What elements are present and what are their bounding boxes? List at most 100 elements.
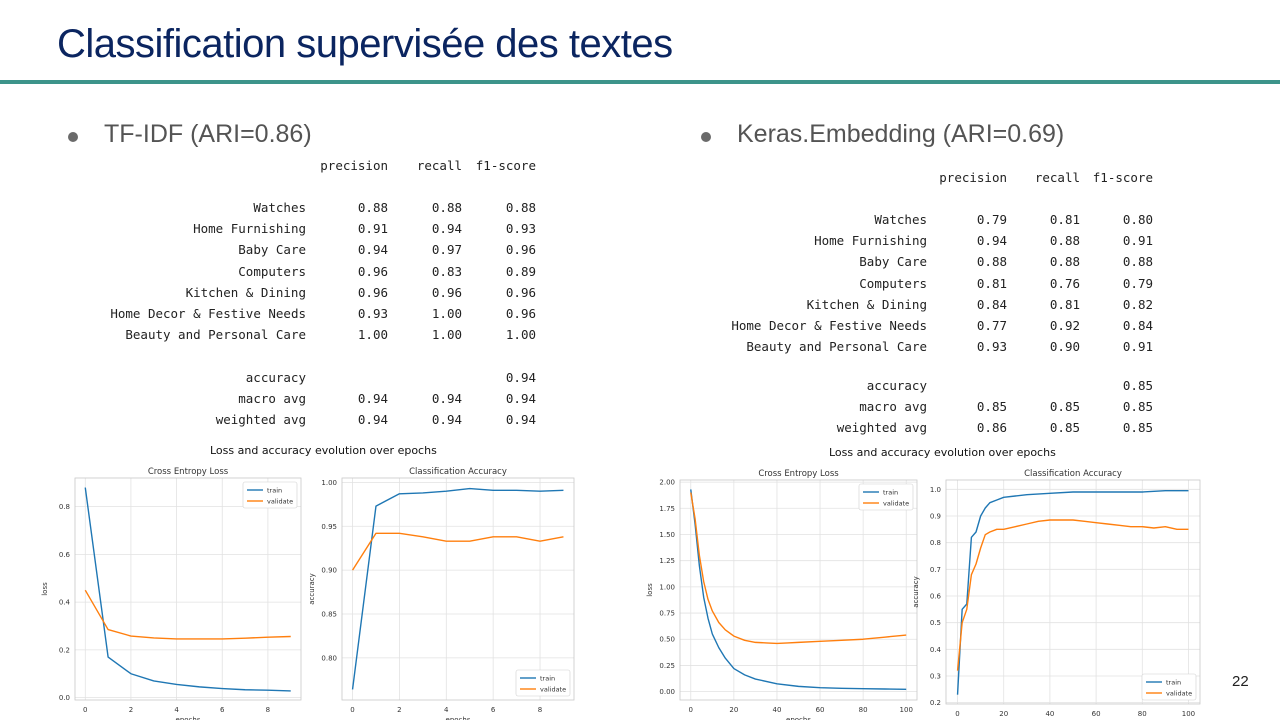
report-value: 0.91 bbox=[1122, 233, 1153, 249]
chart-title: Classification Accuracy bbox=[1024, 469, 1122, 479]
y-tick-label: 1.50 bbox=[659, 531, 675, 539]
title-divider bbox=[0, 80, 1280, 84]
y-tick-label: 1.00 bbox=[659, 583, 675, 591]
report-summary-value: 0.86 bbox=[976, 420, 1007, 436]
report-summary-label: macro avg bbox=[238, 391, 306, 407]
y-tick-label: 0.75 bbox=[659, 610, 675, 618]
report-summary-value: 0.85 bbox=[1122, 420, 1153, 436]
y-tick-label: 0.80 bbox=[321, 654, 337, 662]
report-summary-value: 0.94 bbox=[505, 391, 536, 407]
legend-label: train bbox=[267, 487, 282, 495]
slide-title: Classification supervisée des textes bbox=[57, 22, 673, 66]
x-axis-label: epochs bbox=[176, 716, 201, 720]
report-row-label: Home Furnishing bbox=[814, 233, 927, 249]
x-tick-label: 60 bbox=[1092, 710, 1101, 718]
report-summary-value: 0.85 bbox=[1049, 399, 1080, 415]
x-tick-label: 0 bbox=[83, 706, 87, 714]
report-row-label: Watches bbox=[874, 212, 927, 227]
plot-frame bbox=[945, 479, 1201, 705]
report-value: 0.88 bbox=[1049, 233, 1080, 249]
report-summary-label: accuracy bbox=[245, 370, 306, 385]
report-row-label: Kitchen & Dining bbox=[185, 284, 306, 300]
report-summary-value: 0.85 bbox=[1122, 399, 1153, 415]
report-value: 0.80 bbox=[1122, 212, 1153, 227]
x-tick-label: 100 bbox=[900, 706, 913, 714]
y-tick-label: 0.6 bbox=[59, 551, 71, 559]
y-tick-label: 0.6 bbox=[930, 593, 942, 601]
chart-title: Cross Entropy Loss bbox=[148, 467, 229, 477]
report-value: 0.81 bbox=[976, 275, 1007, 291]
y-tick-label: 0.2 bbox=[930, 699, 941, 707]
y-tick-label: 0.8 bbox=[930, 539, 941, 547]
report-value: 0.93 bbox=[357, 306, 388, 321]
report-header: precision bbox=[939, 170, 1007, 185]
plot-background bbox=[75, 478, 301, 700]
report-summary-label: weighted avg bbox=[215, 412, 306, 428]
y-tick-label: 0.0 bbox=[59, 694, 70, 702]
plot-background bbox=[946, 480, 1200, 704]
series-line-train bbox=[956, 489, 1189, 695]
report-value: 0.84 bbox=[1122, 318, 1153, 333]
x-tick-label: 40 bbox=[1045, 710, 1054, 718]
tfidf-bullet-text: TF-IDF (ARI=0.86) bbox=[104, 120, 312, 148]
y-tick-label: 0.00 bbox=[659, 688, 675, 696]
report-value: 0.83 bbox=[431, 263, 462, 279]
y-axis-label: loss bbox=[646, 583, 654, 597]
report-summary-value: 0.94 bbox=[357, 412, 388, 428]
report-row-label: Home Furnishing bbox=[193, 221, 306, 237]
report-value: 0.91 bbox=[357, 221, 388, 237]
report-value: 0.96 bbox=[505, 306, 536, 321]
report-row-label: Home Decor & Festive Needs bbox=[731, 318, 927, 333]
report-row-label: Beauty and Personal Care bbox=[746, 339, 927, 355]
report-summary-value: 0.85 bbox=[1122, 378, 1153, 393]
y-axis-label: accuracy bbox=[308, 573, 316, 605]
report-row-label: Baby Care bbox=[238, 242, 306, 258]
report-value: 0.96 bbox=[431, 284, 462, 300]
report-header: f1-score bbox=[475, 158, 536, 173]
series-line-validate bbox=[84, 589, 291, 640]
report-value: 0.94 bbox=[357, 242, 388, 258]
report-value: 0.88 bbox=[1122, 254, 1153, 270]
series-line-train bbox=[84, 487, 291, 692]
report-value: 0.96 bbox=[357, 284, 388, 300]
y-tick-label: 0.25 bbox=[659, 662, 675, 670]
x-tick-label: 6 bbox=[491, 706, 496, 714]
report-summary-label: weighted avg bbox=[836, 420, 927, 436]
report-row-label: Computers bbox=[859, 275, 927, 291]
report-row-label: Watches bbox=[253, 200, 306, 215]
y-tick-label: 0.90 bbox=[321, 567, 337, 575]
report-row-label: Home Decor & Festive Needs bbox=[110, 306, 306, 321]
plot-background bbox=[680, 480, 917, 700]
x-tick-label: 4 bbox=[174, 706, 179, 714]
report-summary-value: 0.94 bbox=[357, 391, 388, 407]
report-value: 0.93 bbox=[505, 221, 536, 237]
report-row-label: Beauty and Personal Care bbox=[125, 327, 306, 343]
report-summary-value: 0.94 bbox=[505, 412, 536, 428]
report-value: 0.81 bbox=[1049, 296, 1080, 312]
x-tick-label: 0 bbox=[350, 706, 354, 714]
report-value: 0.94 bbox=[431, 221, 462, 237]
legend-label: train bbox=[540, 675, 555, 683]
tfidf-accuracy-chart: 0 2 4 6 8 0.80 0.85 0.90 0.95 1.00 Classification … bbox=[308, 467, 575, 720]
x-tick-label: 6 bbox=[220, 706, 225, 714]
x-tick-label: 80 bbox=[859, 706, 868, 714]
report-summary-value: 0.94 bbox=[505, 370, 536, 385]
report-summary-label: accuracy bbox=[866, 378, 927, 393]
report-value: 1.00 bbox=[357, 327, 388, 343]
report-value: 0.88 bbox=[431, 200, 462, 215]
legend-label: validate bbox=[883, 500, 909, 508]
x-tick-label: 20 bbox=[729, 706, 738, 714]
report-summary-value: 0.85 bbox=[1049, 420, 1080, 436]
y-tick-label: 1.25 bbox=[659, 557, 675, 565]
series-line-validate bbox=[956, 519, 1189, 671]
plot-frame bbox=[341, 477, 575, 701]
y-tick-label: 0.2 bbox=[59, 646, 70, 654]
report-value: 0.88 bbox=[1049, 254, 1080, 270]
y-tick-label: 2.00 bbox=[659, 479, 675, 487]
keras-accuracy-chart: 0 20 40 60 80 100 0.2 0.3 0.4 0.5 0.6 0.7 0.8 0.9 1.0 C… bbox=[912, 469, 1201, 718]
x-tick-label: 60 bbox=[816, 706, 825, 714]
report-value: 0.84 bbox=[976, 296, 1007, 312]
y-axis-label: accuracy bbox=[912, 576, 920, 608]
report-value: 0.88 bbox=[505, 200, 536, 215]
